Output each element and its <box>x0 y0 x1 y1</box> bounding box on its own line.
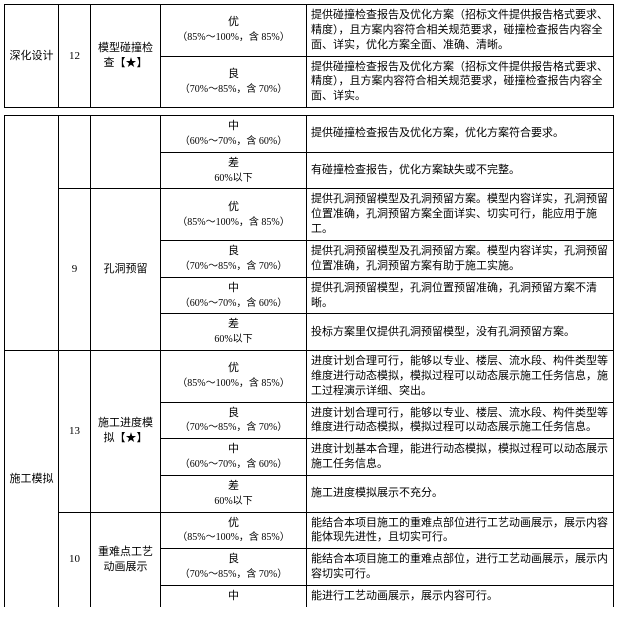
grade-label: 差 <box>228 157 239 169</box>
grade-label: 差 <box>228 318 239 330</box>
grade-range: 60%以下 <box>214 173 252 184</box>
desc-cell: 有碰撞检查报告，优化方案缺失或不完整。 <box>307 152 614 189</box>
grade-range: 60%以下 <box>214 496 252 507</box>
grade-label: 优 <box>228 362 239 374</box>
desc-cell: 进度计划合理可行，能够以专业、楼层、流水段、构件类型等维度进行动态模拟，模拟过程… <box>307 402 614 439</box>
grade-label: 良 <box>228 68 239 80</box>
grade-cell: 差 60%以下 <box>161 314 307 351</box>
desc-cell: 提供碰撞检查报告及优化方案（招标文件提供报告格式要求、精度），且方案内容符合相关… <box>307 5 614 57</box>
grade-range: （70%～85%，含 70%） <box>180 84 288 95</box>
desc-cell: 能结合本项目施工的重难点部位，进行工艺动画展示，展示内容切实可行。 <box>307 549 614 586</box>
grade-label: 差 <box>228 480 239 492</box>
grade-range: （70%～85%，含 70%） <box>180 569 288 580</box>
grade-label: 优 <box>228 201 239 213</box>
category-cell: 深化设计 <box>5 5 59 108</box>
desc-cell: 能结合本项目施工的重难点部位进行工艺动画展示，展示内容能体现先进性，且切实可行。 <box>307 512 614 549</box>
num-cell: 12 <box>59 5 91 108</box>
grade-cell: 中 <box>161 586 307 607</box>
gap-row <box>5 108 614 116</box>
num-cell: 9 <box>59 189 91 351</box>
num-cell: 13 <box>59 351 91 513</box>
table-row: 深化设计 12 模型碰撞检查【★】 优 （85%～100%，含 85%） 提供碰… <box>5 5 614 57</box>
table-row: 9 孔洞预留 优 （85%～100%，含 85%） 提供孔洞预留模型及孔洞预留方… <box>5 189 614 241</box>
desc-cell: 能进行工艺动画展示，展示内容可行。 <box>307 586 614 607</box>
desc-cell: 提供孔洞预留模型，孔洞位置预留准确，孔洞预留方案不清晰。 <box>307 277 614 314</box>
grade-cell: 良 （70%～85%，含 70%） <box>161 402 307 439</box>
grade-cell: 优 （85%～100%，含 85%） <box>161 351 307 403</box>
grade-range: （70%～85%，含 70%） <box>180 261 288 272</box>
table-row: 10 重难点工艺动画展示 优 （85%～100%，含 85%） 能结合本项目施工… <box>5 512 614 549</box>
grade-label: 优 <box>228 16 239 28</box>
desc-cell: 提供孔洞预留模型及孔洞预留方案。模型内容详实，孔洞预留位置准确，孔洞预留方案有助… <box>307 240 614 277</box>
item-cell: 模型碰撞检查【★】 <box>91 5 161 108</box>
grade-cell: 差 60%以下 <box>161 152 307 189</box>
grade-cell: 中 （60%～70%，含 60%） <box>161 439 307 476</box>
num-cell: 10 <box>59 512 91 607</box>
scoring-table: 深化设计 12 模型碰撞检查【★】 优 （85%～100%，含 85%） 提供碰… <box>4 4 614 607</box>
grade-range: （60%～70%，含 60%） <box>180 136 288 147</box>
grade-cell: 优 （85%～100%，含 85%） <box>161 189 307 241</box>
grade-label: 良 <box>228 407 239 419</box>
grade-range: （60%～70%，含 60%） <box>180 459 288 470</box>
grade-range: 60%以下 <box>214 334 252 345</box>
grade-cell: 中 （60%～70%，含 60%） <box>161 277 307 314</box>
grade-range: （85%～100%，含 85%） <box>177 532 290 543</box>
desc-cell: 进度计划合理可行，能够以专业、楼层、流水段、构件类型等维度进行动态模拟，模拟过程… <box>307 351 614 403</box>
num-cell-empty <box>59 116 91 189</box>
desc-cell: 提供碰撞检查报告及优化方案，优化方案符合要求。 <box>307 116 614 153</box>
grade-range: （70%～85%，含 70%） <box>180 422 288 433</box>
desc-cell: 进度计划基本合理，能进行动态模拟，模拟过程可以动态展示施工任务信息。 <box>307 439 614 476</box>
grade-label: 中 <box>228 443 239 455</box>
item-cell: 重难点工艺动画展示 <box>91 512 161 607</box>
grade-cell: 优 （85%～100%，含 85%） <box>161 512 307 549</box>
desc-cell: 投标方案里仅提供孔洞预留模型，没有孔洞预留方案。 <box>307 314 614 351</box>
item-cell-empty <box>91 116 161 189</box>
desc-cell: 提供碰撞检查报告及优化方案（招标文件提供报告格式要求、精度），且方案内容符合相关… <box>307 56 614 108</box>
grade-range: （60%～70%，含 60%） <box>180 298 288 309</box>
category-cell-empty <box>5 116 59 351</box>
item-cell: 施工进度模拟【★】 <box>91 351 161 513</box>
grade-cell: 优 （85%～100%，含 85%） <box>161 5 307 57</box>
grade-range: （85%～100%，含 85%） <box>177 217 290 228</box>
table-row: 施工模拟 13 施工进度模拟【★】 优 （85%～100%，含 85%） 进度计… <box>5 351 614 403</box>
item-cell: 孔洞预留 <box>91 189 161 351</box>
grade-label: 优 <box>228 517 239 529</box>
grade-label: 中 <box>228 282 239 294</box>
grade-label: 中 <box>228 590 239 602</box>
grade-cell: 良 （70%～85%，含 70%） <box>161 56 307 108</box>
category-cell: 施工模拟 <box>5 351 59 607</box>
grade-range: （85%～100%，含 85%） <box>177 32 290 43</box>
grade-range: （85%～100%，含 85%） <box>177 378 290 389</box>
desc-cell: 提供孔洞预留模型及孔洞预留方案。模型内容详实，孔洞预留位置准确，孔洞预留方案全面… <box>307 189 614 241</box>
grade-label: 良 <box>228 553 239 565</box>
table-row: 中 （60%～70%，含 60%） 提供碰撞检查报告及优化方案，优化方案符合要求… <box>5 116 614 153</box>
grade-cell: 良 （70%～85%，含 70%） <box>161 240 307 277</box>
grade-cell: 差 60%以下 <box>161 475 307 512</box>
desc-cell: 施工进度模拟展示不充分。 <box>307 475 614 512</box>
grade-label: 良 <box>228 245 239 257</box>
grade-cell: 良 （70%～85%，含 70%） <box>161 549 307 586</box>
grade-label: 中 <box>228 120 239 132</box>
grade-cell: 中 （60%～70%，含 60%） <box>161 116 307 153</box>
